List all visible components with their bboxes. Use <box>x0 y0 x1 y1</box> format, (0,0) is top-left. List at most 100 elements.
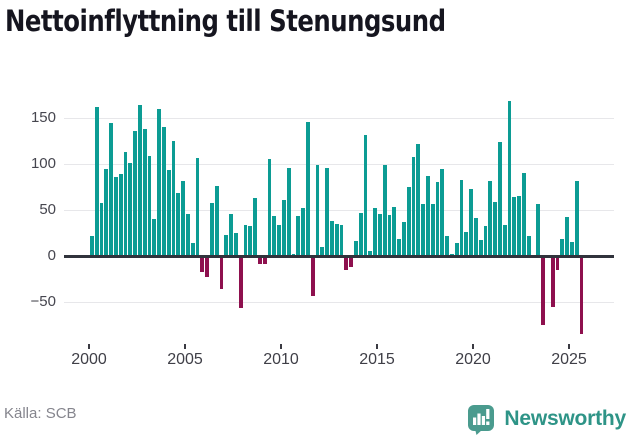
bar <box>138 105 142 256</box>
x-tick-mark <box>568 344 570 349</box>
bar <box>493 201 497 256</box>
bar <box>243 224 248 256</box>
bar <box>114 176 118 256</box>
bar <box>392 207 397 256</box>
bar <box>426 175 430 256</box>
bar <box>402 221 406 256</box>
bar <box>282 199 286 256</box>
bar <box>579 256 584 335</box>
bar <box>445 235 449 256</box>
bar <box>166 170 171 256</box>
bar <box>502 224 507 256</box>
bar <box>286 167 291 256</box>
bar <box>162 127 166 256</box>
source-note: Källa: SCB <box>4 405 77 422</box>
bar <box>310 256 315 297</box>
bar <box>526 235 531 256</box>
bar <box>488 181 493 256</box>
x-tick-label: 2010 <box>263 351 299 368</box>
bar <box>382 164 387 256</box>
bar <box>387 214 392 256</box>
bar <box>262 256 267 265</box>
bar <box>190 243 195 256</box>
bar <box>186 213 190 256</box>
bar <box>574 181 579 256</box>
bar <box>229 213 233 256</box>
bar <box>421 203 425 256</box>
bar <box>344 256 349 270</box>
bar <box>454 243 459 256</box>
bar <box>363 135 368 256</box>
bar <box>440 168 445 256</box>
bar <box>181 181 185 256</box>
bar <box>214 186 219 256</box>
bar <box>171 141 176 256</box>
bar <box>133 130 137 256</box>
gridline <box>64 118 614 119</box>
bar <box>478 240 483 256</box>
bar <box>555 256 560 270</box>
bar <box>469 188 473 256</box>
bar <box>483 225 488 256</box>
y-tick-label: 150 <box>30 109 56 126</box>
x-tick-label: 2020 <box>455 351 491 368</box>
bar <box>238 256 243 308</box>
bar <box>536 203 541 256</box>
bar <box>430 203 435 256</box>
bar <box>474 218 478 256</box>
x-tick-label: 2015 <box>359 351 395 368</box>
bar <box>234 233 238 256</box>
y-tick-label: −50 <box>30 293 56 310</box>
bar <box>219 256 224 290</box>
bar <box>368 251 373 256</box>
x-tick-label: 2005 <box>167 351 203 368</box>
x-tick-label: 2000 <box>71 351 107 368</box>
bar <box>570 242 574 256</box>
bar <box>325 167 329 256</box>
bar <box>517 196 521 256</box>
bar <box>378 213 382 256</box>
bar <box>109 122 113 256</box>
bar <box>411 156 416 256</box>
bar <box>354 241 358 256</box>
bar <box>301 208 305 256</box>
zero-axis-line <box>64 254 614 258</box>
bar <box>176 193 181 256</box>
bar <box>522 173 526 256</box>
bar <box>118 174 123 256</box>
bar <box>358 212 363 256</box>
bar <box>334 223 339 256</box>
bar <box>339 224 344 256</box>
bar <box>464 232 469 256</box>
bar <box>416 143 421 256</box>
bar <box>272 216 277 256</box>
bar <box>224 234 229 256</box>
bar <box>565 217 569 256</box>
bar <box>128 163 133 256</box>
bar <box>330 221 334 256</box>
bar <box>248 225 253 256</box>
bar <box>315 164 320 256</box>
bar <box>560 239 565 256</box>
bar <box>507 101 512 256</box>
bar <box>512 197 517 256</box>
gridline <box>64 210 614 211</box>
bar <box>104 168 109 256</box>
bar <box>200 256 205 272</box>
bar <box>267 159 272 256</box>
bar <box>550 256 555 307</box>
bar <box>296 215 301 256</box>
x-tick-mark <box>184 344 186 349</box>
bar <box>406 187 411 256</box>
bar <box>90 235 94 256</box>
y-tick-label: 0 <box>47 247 56 264</box>
bar <box>210 202 214 256</box>
bar <box>195 158 200 256</box>
gridline <box>64 164 614 165</box>
bar <box>258 256 262 265</box>
bar <box>94 106 99 256</box>
bar <box>123 152 128 256</box>
bar <box>99 202 104 256</box>
bar <box>320 246 325 256</box>
gridline <box>64 302 614 303</box>
